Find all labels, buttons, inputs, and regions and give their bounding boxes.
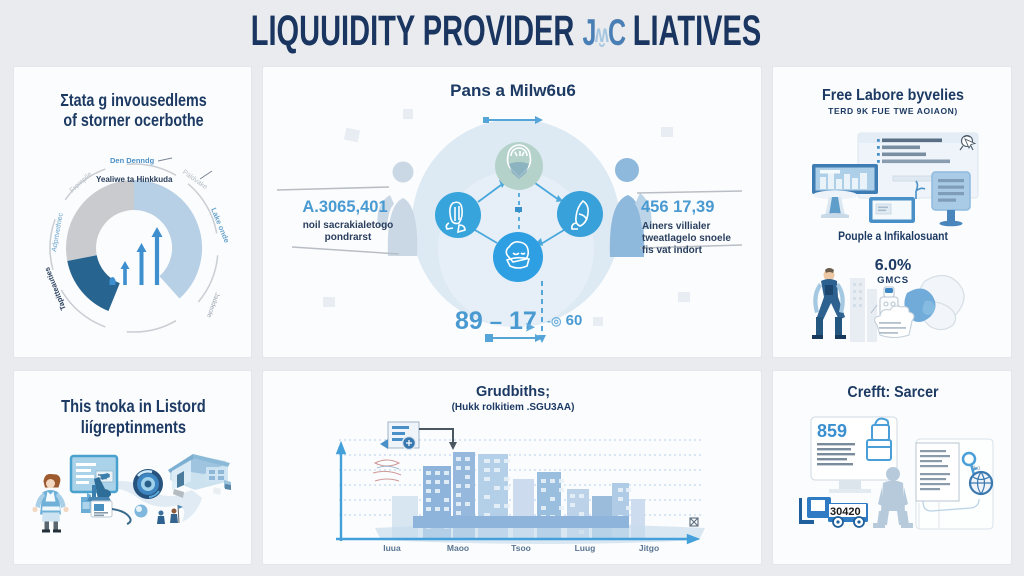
svg-text:Lake onde: Lake onde [209,206,231,244]
svg-text:30420: 30420 [830,506,861,518]
svg-text:4 o: 4 o [972,466,981,472]
svg-text:Den Denndg: Den Denndg [110,156,155,165]
svg-text:Paldvake: Paldvake [181,169,209,191]
svg-text:859: 859 [817,421,847,441]
svg-text:Adprtvetfnec: Adprtvetfnec [51,212,65,252]
svg-text:Frempile: Frempile [69,171,94,194]
svg-text:Jaddeole: Jaddeole [205,291,221,319]
svg-text:Yealiwe ta Hinkkuda: Yealiwe ta Hinkkuda [96,175,173,184]
svg-text:Tapitteauties: Tapitteauties [42,266,67,312]
